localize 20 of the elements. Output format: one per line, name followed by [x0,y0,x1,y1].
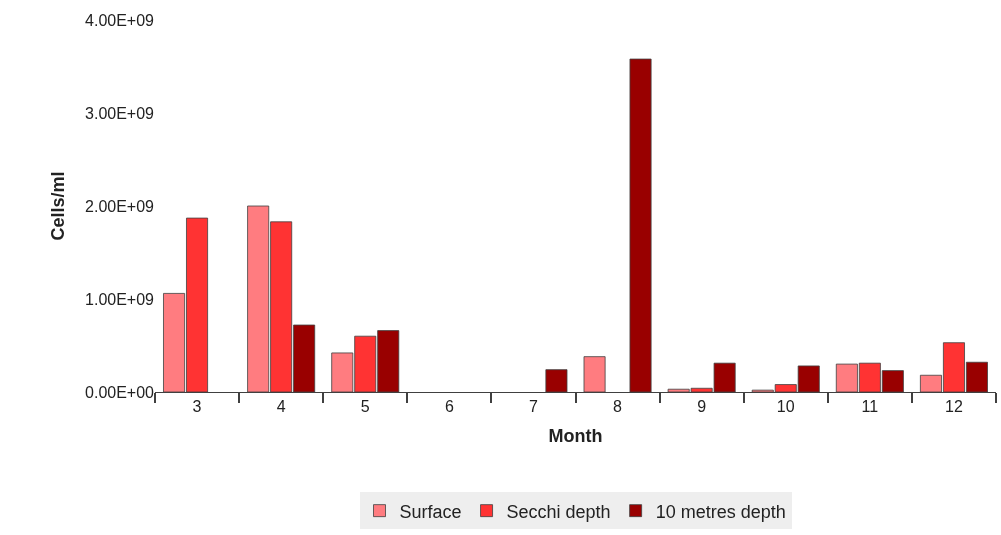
y-tick-label: 0.00E+00 [85,383,155,401]
legend-label: Secchi depth [506,501,611,522]
x-tick-label: 3 [192,398,202,416]
y-tick-label: 4.00E+09 [85,11,155,29]
x-tick-label: 8 [613,398,623,416]
x-tick-label: 7 [529,398,538,416]
x-tick-label: 11 [861,398,879,416]
y-tick-label: 2.00E+09 [85,197,155,215]
x-tick-label: 4 [276,398,286,416]
x-tick-label: 12 [945,398,963,416]
x-tick-label: 10 [776,398,795,416]
y-axis-title: Cells/ml [48,171,69,241]
y-tick-label: 3.00E+09 [85,104,155,122]
x-tick-label: 9 [697,398,707,416]
y-tick-label: 1.00E+09 [85,290,155,308]
legend-label: 10 metres depth [655,501,786,522]
x-tick-label: 5 [360,398,370,416]
legend-label: Surface [399,501,462,522]
x-tick-label: 6 [444,398,454,416]
x-axis-title: Month [548,426,603,447]
